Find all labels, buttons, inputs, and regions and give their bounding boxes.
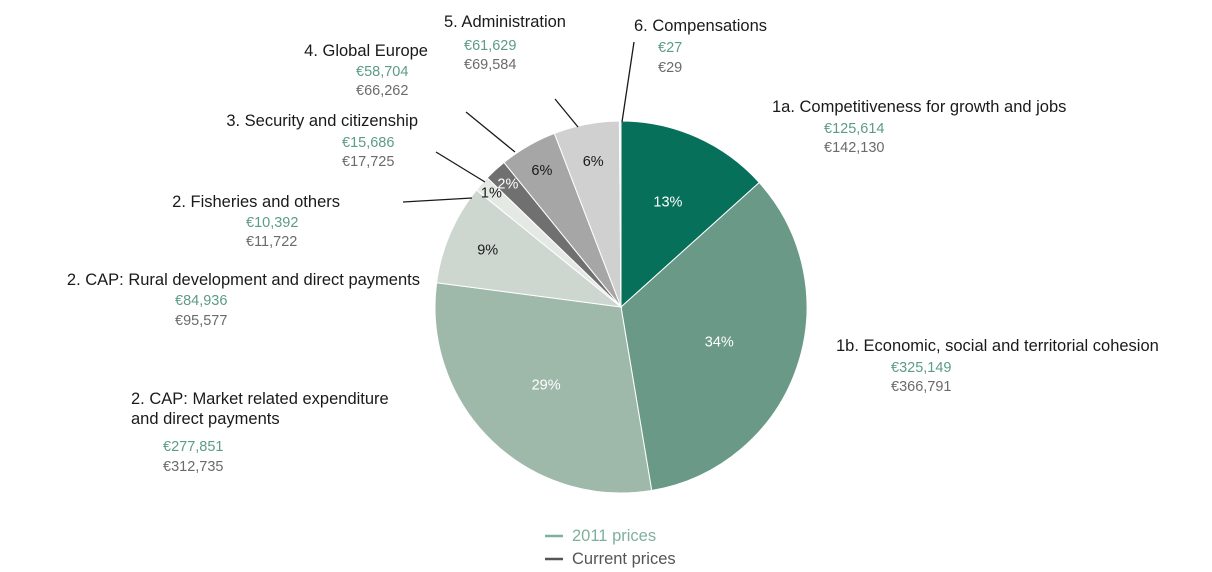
leader-line: [554, 98, 579, 128]
value-current-label: €11,722: [246, 234, 297, 250]
value-2011-label: €58,704: [356, 64, 408, 80]
pie-slices: [434, 120, 808, 494]
value-2011-label: €61,629: [464, 38, 516, 54]
slice-percent-label: 34%: [705, 334, 734, 350]
leader-line: [621, 41, 635, 123]
category-labels: 1a. Competitiveness for growth and jobs €…: [67, 13, 1159, 475]
category-label: and direct payments: [131, 410, 280, 428]
category-label: 1a. Competitiveness for growth and jobs: [772, 98, 1066, 116]
value-current-label: €29: [658, 60, 682, 76]
slice-percent-label: 6%: [531, 163, 552, 179]
category-label: 1b. Economic, social and territorial coh…: [836, 337, 1159, 355]
leader-lines: [402, 41, 635, 203]
leader-line: [465, 111, 516, 153]
percentage-labels: 13% 34% 29% 9% 1%2% 6% 6%: [477, 154, 734, 394]
slice-percent-label: 1%: [481, 185, 502, 201]
pie-slice: [620, 181, 808, 492]
category-label: 3. Security and citizenship: [226, 112, 418, 130]
value-current-label: €95,577: [175, 313, 227, 329]
category-label: 5. Administration: [444, 13, 566, 31]
leader-line: [402, 197, 473, 203]
value-2011-label: €15,686: [342, 135, 394, 151]
value-2011-label: €84,936: [175, 293, 227, 309]
slice-percent-label: 6%: [583, 154, 604, 170]
leader-line: [435, 151, 486, 183]
value-2011-label: €125,614: [824, 121, 884, 137]
slice-percent-label: 13%: [653, 195, 682, 211]
category-label: 2. Fisheries and others: [172, 193, 340, 211]
value-2011-label: €277,851: [163, 439, 223, 455]
category-label: 2. CAP: Rural development and direct pay…: [67, 271, 420, 289]
category-label: 4. Global Europe: [304, 42, 428, 60]
value-current-label: €17,725: [342, 154, 394, 170]
value-current-label: €69,584: [464, 57, 516, 73]
pie-slice: [436, 189, 623, 308]
legend: 2011 prices Current prices: [545, 527, 676, 568]
slice-percent-label: 29%: [532, 378, 561, 394]
value-current-label: €66,262: [356, 83, 408, 99]
value-2011-label: €325,149: [891, 360, 951, 376]
slice-percent-label: 2%: [497, 177, 518, 193]
value-2011-label: €27: [658, 40, 682, 56]
slice-percent-label: 9%: [477, 243, 498, 259]
legend-label: 2011 prices: [572, 527, 656, 545]
value-2011-label: €10,392: [246, 215, 298, 231]
value-current-label: €366,791: [891, 379, 951, 395]
pie-slice: [620, 120, 760, 309]
pie-slice: [434, 282, 653, 494]
value-current-label: €312,735: [163, 459, 223, 475]
value-current-label: €142,130: [824, 140, 884, 156]
legend-label: Current prices: [572, 550, 676, 568]
pie-slice: [618, 120, 622, 308]
category-label: 6. Compensations: [634, 17, 767, 35]
category-label: 2. CAP: Market related expenditure: [131, 390, 389, 408]
